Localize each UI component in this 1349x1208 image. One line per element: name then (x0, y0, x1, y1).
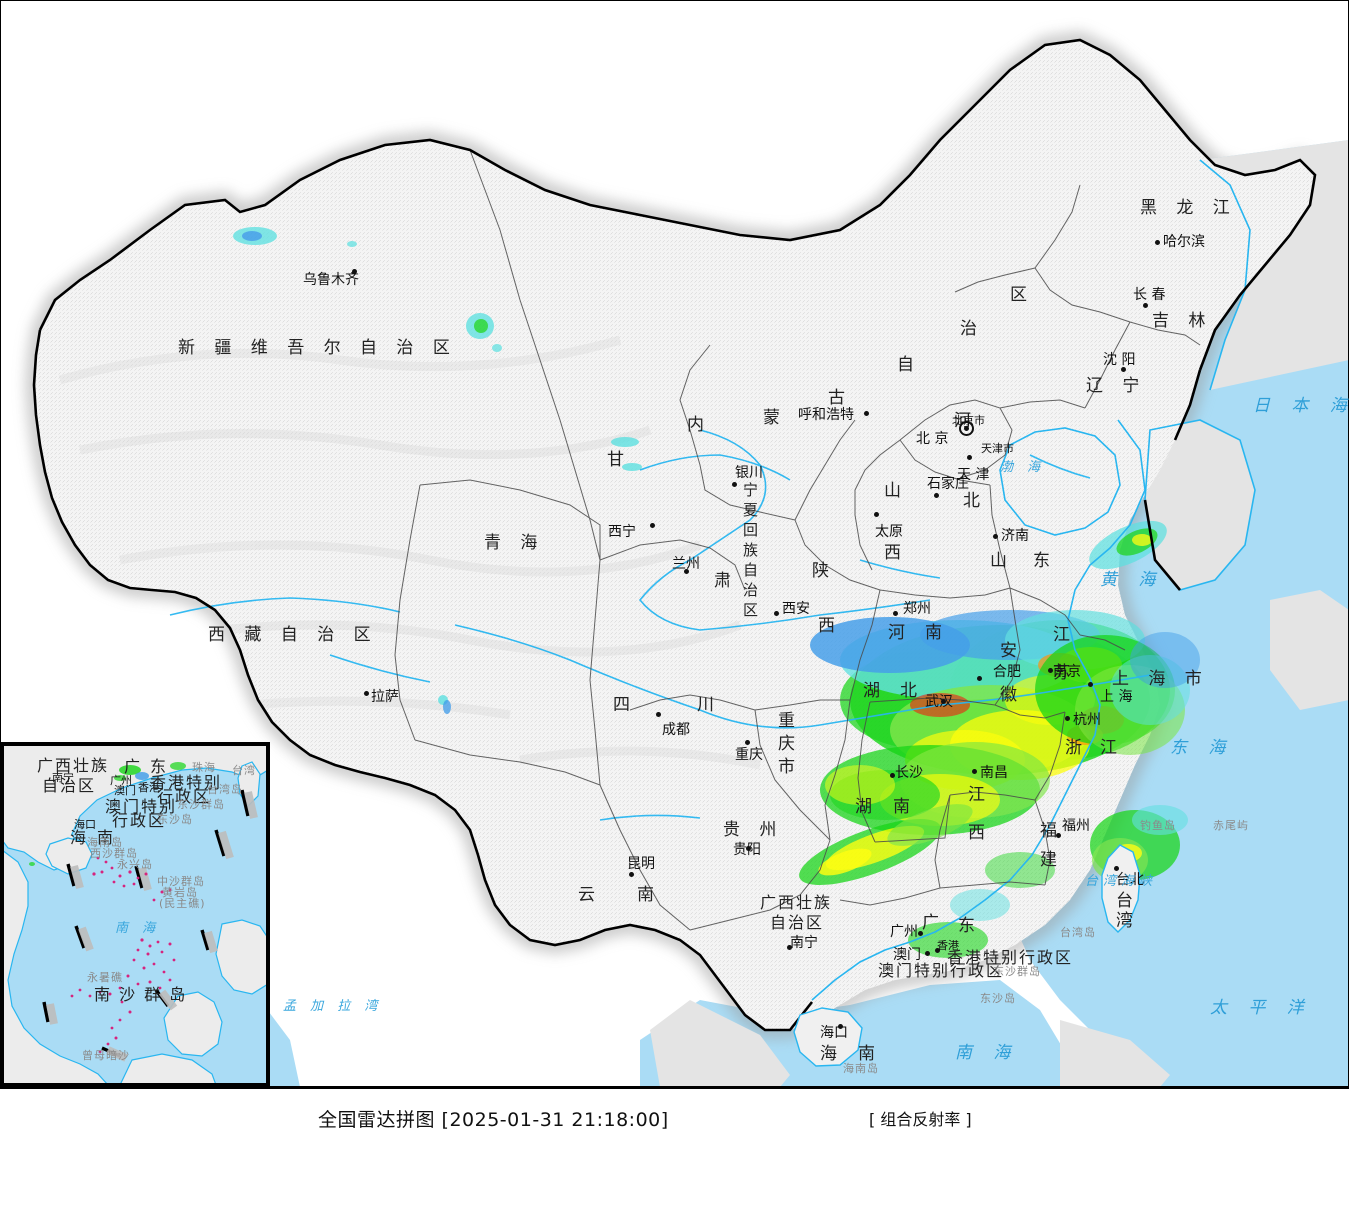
city-marker (1155, 240, 1160, 245)
city-marker (656, 712, 661, 717)
city-marker (967, 455, 972, 460)
city-marker (787, 945, 792, 950)
beijing-capital-marker (959, 421, 974, 436)
city-marker (935, 948, 940, 953)
south-china-sea-inset[interactable]: 广西壮族 自治区 南宁广东广州 澳门 香港 香港特别 行政区 澳门特别 行政区 珠海 台湾 台湾岛 东沙… (0, 742, 270, 1087)
city-marker (745, 740, 750, 745)
city-marker (1056, 833, 1061, 838)
city-marker (977, 676, 982, 681)
city-marker (650, 523, 655, 528)
city-marker (1114, 866, 1119, 871)
city-marker (352, 269, 357, 274)
product-type-label: [ 组合反射率 ] (869, 1110, 972, 1129)
city-marker (1048, 668, 1053, 673)
city-marker (864, 411, 869, 416)
city-marker (1143, 303, 1148, 308)
city-marker (972, 769, 977, 774)
city-marker (918, 931, 923, 936)
city-marker (746, 846, 751, 851)
china-radar-map[interactable]: 黑 龙 江哈尔滨长 春吉 林沈 阳辽 宁区治自古蒙内呼和浩特新 疆 维 吾 尔 … (0, 0, 1349, 1087)
city-marker (684, 569, 689, 574)
map-graphics (0, 0, 1349, 1087)
city-marker (874, 512, 879, 517)
city-marker (1121, 367, 1126, 372)
city-marker (838, 1024, 843, 1029)
footer-panel: 全国雷达拼图 [2025-01-31 21:18:00] [ 组合反射率 ] 5… (0, 1087, 1349, 1208)
city-marker (941, 699, 946, 704)
city-marker (925, 951, 930, 956)
city-marker (364, 691, 369, 696)
city-marker (890, 773, 895, 778)
city-marker (893, 611, 898, 616)
city-marker (934, 493, 939, 498)
radar-echo-layer (233, 227, 1200, 958)
city-marker (774, 611, 779, 616)
city-marker (1088, 682, 1093, 687)
map-title: 全国雷达拼图 [2025-01-31 21:18:00] (318, 1109, 669, 1131)
city-marker (993, 534, 998, 539)
city-marker (1065, 716, 1070, 721)
city-marker (629, 872, 634, 877)
city-marker (732, 482, 737, 487)
inset-graphics (2, 744, 268, 1085)
